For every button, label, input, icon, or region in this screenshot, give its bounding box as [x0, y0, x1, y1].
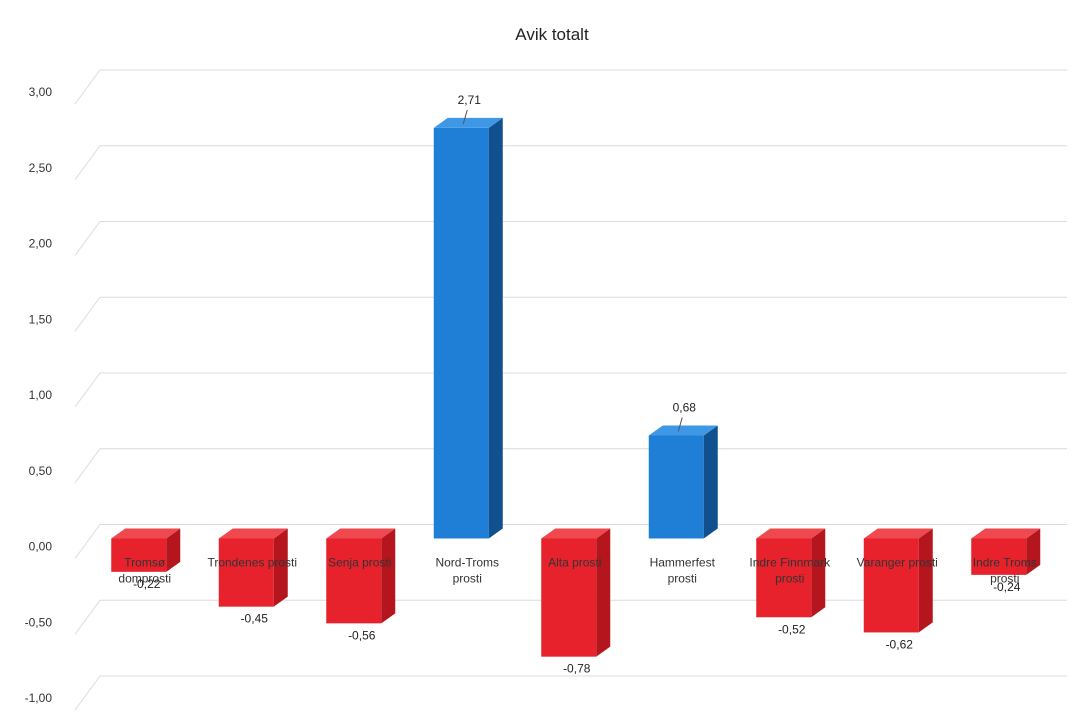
y-tick-label: -1,00: [25, 691, 53, 705]
category-label: Hammerfest prosti: [650, 556, 716, 586]
data-label: -0,56: [348, 628, 376, 642]
bar: [648, 425, 718, 539]
bar: [541, 528, 611, 657]
category-label: Varanger prosti: [857, 556, 938, 570]
data-label: -0,52: [778, 622, 806, 636]
data-label: -0,78: [563, 662, 591, 676]
data-labels: -0,22 -0,45 -0,56 2,71 -0,78 0,68 -0,52 -0,62 -0…: [133, 93, 1021, 676]
gridline: [74, 69, 1067, 105]
gridline: [74, 296, 1067, 332]
bar: [863, 528, 933, 633]
y-tick-label: 0,00: [29, 540, 53, 554]
gridline: [74, 524, 1067, 559]
y-tick-label: 1,50: [29, 312, 53, 326]
y-tick-label: 2,00: [29, 237, 53, 251]
data-label: -0,22: [133, 577, 161, 591]
category-label: Tromsø domprosti: [118, 556, 171, 586]
gridline: [74, 675, 1067, 711]
gridline: [74, 221, 1067, 256]
data-label: -0,45: [241, 612, 269, 626]
y-tick-label: 2,50: [29, 161, 53, 175]
data-label: -0,24: [993, 580, 1021, 594]
y-tick-label: 3,00: [29, 85, 53, 99]
bar: [218, 528, 288, 607]
y-tick-label: -0,50: [25, 615, 53, 629]
gridline: [74, 372, 1067, 408]
gridline: [74, 448, 1067, 484]
gridline: [74, 145, 1067, 181]
bars: [111, 117, 1041, 657]
bar: [433, 117, 503, 539]
data-label: 2,71: [458, 93, 482, 107]
category-label: Senja prosti: [328, 556, 391, 570]
data-label: 0,68: [673, 400, 697, 414]
y-tick-label: 1,00: [29, 388, 53, 402]
gridlines: [74, 69, 1067, 711]
leader-line: [677, 417, 683, 432]
bar: [756, 528, 826, 618]
chart-title: Avik totalt: [515, 25, 589, 44]
bar: [971, 528, 1041, 575]
bar: [326, 528, 396, 624]
category-labels: Tromsø domprosti Trondenes prosti Senja pro…: [118, 556, 1036, 586]
category-label: Indre Troms prosti: [973, 556, 1037, 586]
category-label: Alta prosti: [548, 556, 601, 570]
y-axis: -1,00 -0,50 0,00 0,50 1,00 1,50 2,00 2,50 3,00: [25, 85, 53, 705]
data-label: -0,62: [886, 637, 914, 651]
bar: [111, 528, 181, 572]
leader-line: [462, 109, 468, 125]
category-label: Trondenes prosti: [207, 556, 297, 570]
category-label: Nord-Troms prosti: [435, 556, 499, 586]
category-label: Indre Finnmark prosti: [749, 556, 831, 586]
y-tick-label: 0,50: [29, 464, 53, 478]
gridline: [74, 599, 1067, 635]
